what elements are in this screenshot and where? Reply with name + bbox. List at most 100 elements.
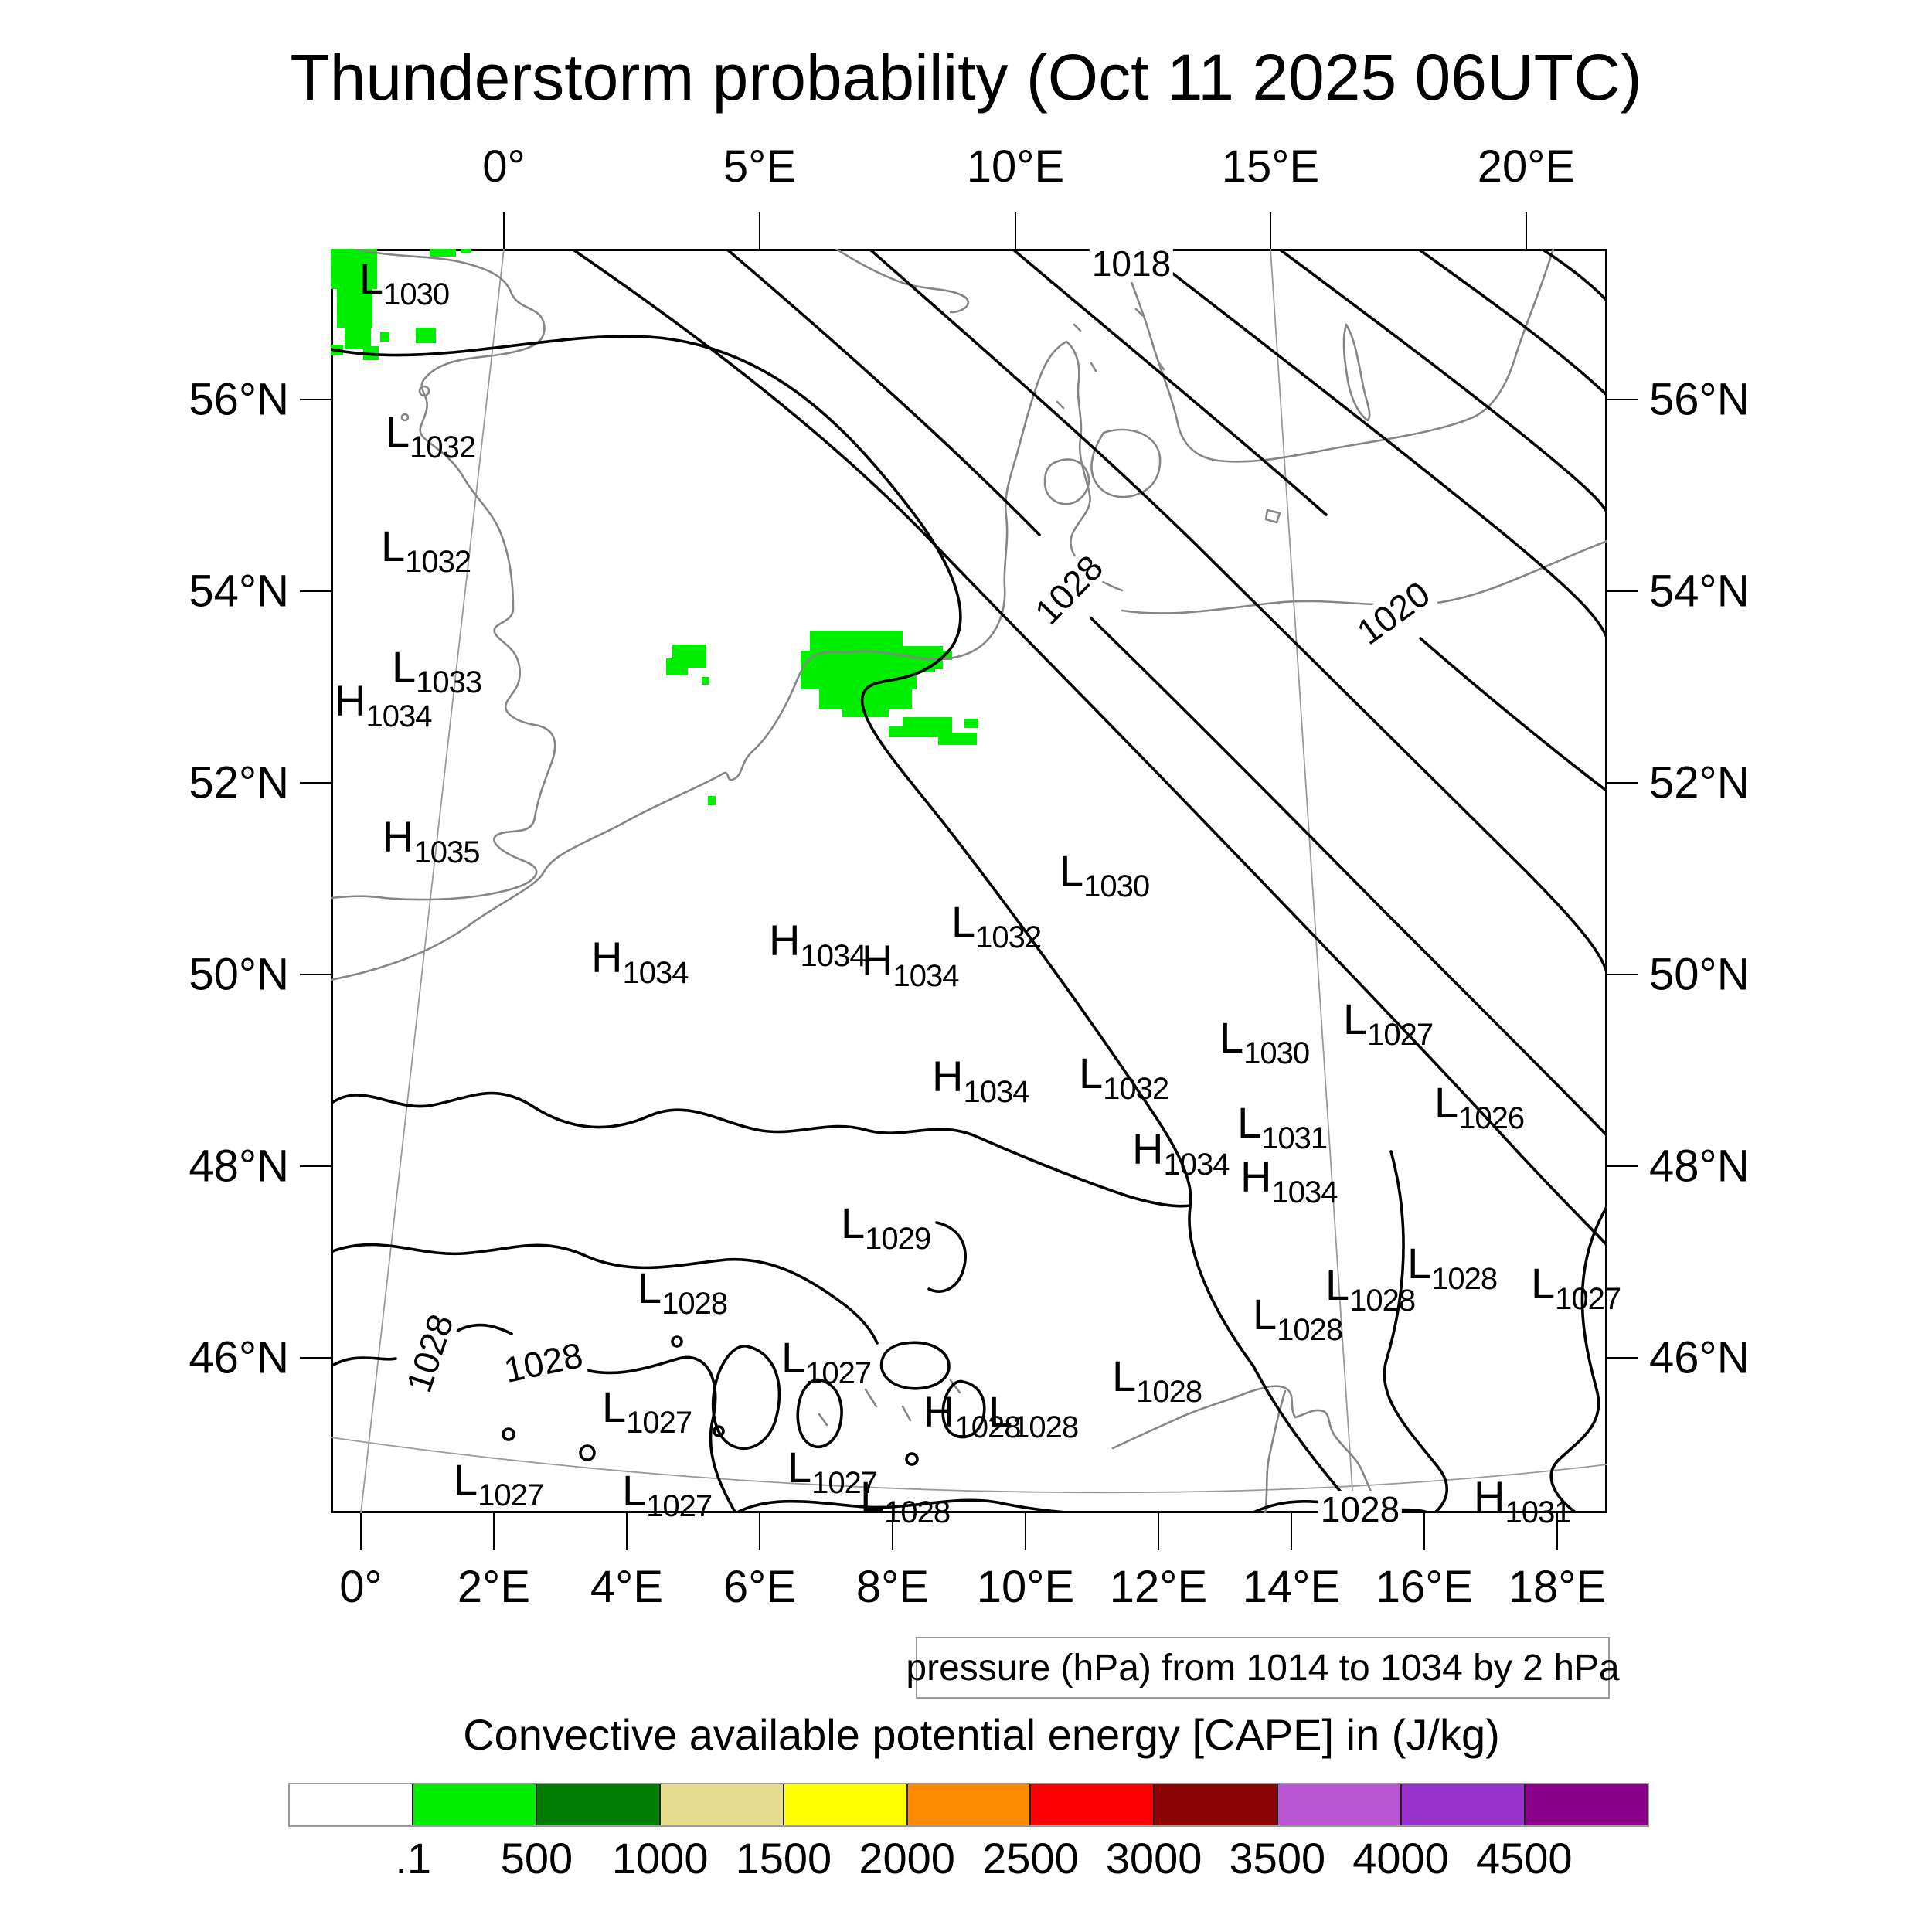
axis-tick-left bbox=[300, 782, 331, 784]
isobar-1028-b bbox=[1090, 617, 1607, 1138]
cape-legend-title: Convective available potential energy [C… bbox=[463, 1710, 1500, 1759]
axis-label-left: 46°N bbox=[189, 1332, 289, 1383]
coast-adriatic bbox=[1111, 1385, 1382, 1513]
cape-colorbar bbox=[288, 1783, 1649, 1827]
isobar-small-loop bbox=[502, 1427, 515, 1441]
isobar-1018 bbox=[1165, 267, 1607, 641]
axis-label-top: 20°E bbox=[1477, 141, 1576, 192]
coast-skagerrak bbox=[835, 249, 970, 314]
axis-tick-bottom bbox=[493, 1513, 495, 1550]
cape-patch bbox=[842, 705, 889, 717]
colorbar-segment-2 bbox=[536, 1784, 661, 1825]
colorbar-tick-label: .1 bbox=[395, 1834, 432, 1883]
axis-label-bottom: 16°E bbox=[1375, 1562, 1474, 1612]
coast-islet bbox=[400, 413, 410, 422]
isobar-1028-south bbox=[331, 1243, 879, 1345]
cape-patch bbox=[345, 318, 371, 349]
cape-patch bbox=[889, 726, 907, 737]
colorbar-tick-label: 3000 bbox=[1105, 1834, 1202, 1883]
axis-label-bottom: 14°E bbox=[1242, 1562, 1341, 1612]
cape-patch bbox=[1056, 606, 1065, 614]
isobar-1026 bbox=[570, 249, 1607, 1247]
cape-shading-layer bbox=[331, 249, 1065, 805]
axis-tick-top bbox=[1270, 212, 1271, 249]
axis-tick-top bbox=[1526, 212, 1527, 249]
colorbar-tick-label: 4000 bbox=[1352, 1834, 1449, 1883]
axis-label-bottom: 0° bbox=[339, 1562, 383, 1612]
isobar-1027-loop bbox=[711, 1345, 781, 1451]
coast-baltic-south bbox=[1121, 539, 1607, 614]
axis-label-left: 56°N bbox=[189, 374, 289, 425]
axis-tick-right bbox=[1607, 590, 1638, 592]
axis-tick-bottom bbox=[1025, 1513, 1026, 1550]
isobar-small-loop bbox=[905, 1452, 919, 1466]
colorbar-tick-label: 2500 bbox=[982, 1834, 1079, 1883]
isobar-1027-loop bbox=[941, 1379, 986, 1439]
axis-label-bottom: 8°E bbox=[855, 1562, 930, 1612]
isobar-1027-loop bbox=[796, 1378, 843, 1449]
axis-tick-right bbox=[1607, 1357, 1638, 1359]
pressure-caption: pressure (hPa) from 1014 to 1034 by 2 hP… bbox=[906, 1647, 1620, 1689]
axis-tick-bottom bbox=[1291, 1513, 1292, 1550]
coast-istria bbox=[1264, 1389, 1287, 1513]
axis-tick-bottom bbox=[759, 1513, 760, 1550]
axis-tick-bottom bbox=[626, 1513, 628, 1550]
axis-tick-left bbox=[300, 590, 331, 592]
axis-tick-bottom bbox=[892, 1513, 893, 1550]
axis-tick-top bbox=[1015, 212, 1016, 249]
coast-france-netherlands-jutland bbox=[331, 340, 1124, 981]
domain-boundary-parallel bbox=[331, 1437, 1607, 1494]
cape-patch bbox=[416, 328, 436, 343]
coast-bornholm bbox=[1264, 509, 1281, 524]
colorbar-tick-label: 2000 bbox=[859, 1834, 955, 1883]
isobar-1030 bbox=[331, 335, 1360, 1513]
isobar-1028-sw-a bbox=[331, 1356, 397, 1368]
axis-tick-bottom bbox=[1158, 1513, 1159, 1550]
axis-label-bottom: 18°E bbox=[1508, 1562, 1607, 1612]
isobar-1029-loop bbox=[927, 1221, 967, 1293]
cape-patch bbox=[380, 332, 389, 342]
isobar-1028-sw-c bbox=[572, 1355, 737, 1513]
colorbar-segment-6 bbox=[1031, 1784, 1155, 1825]
colorbar-tick-label: 3500 bbox=[1229, 1834, 1326, 1883]
isobar-1030-south bbox=[331, 1091, 1192, 1208]
axis-label-bottom: 12°E bbox=[1109, 1562, 1208, 1612]
page-title: Thunderstorm probability (Oct 11 2025 06… bbox=[290, 41, 1642, 114]
axis-tick-bottom bbox=[1556, 1513, 1558, 1550]
pressure-caption-box: pressure (hPa) from 1014 to 1034 by 2 hP… bbox=[906, 1637, 1620, 1699]
isobar-1028-a bbox=[725, 249, 1041, 536]
isobar-1020-b bbox=[1419, 637, 1607, 793]
axis-tick-right bbox=[1607, 974, 1638, 975]
axis-tick-left bbox=[300, 974, 331, 975]
axis-tick-right bbox=[1607, 782, 1638, 784]
isobar-1028-sw-b bbox=[456, 1323, 513, 1335]
isobar-small-loop bbox=[713, 1425, 725, 1437]
axis-label-right: 52°N bbox=[1649, 757, 1750, 808]
colorbar-segment-8 bbox=[1278, 1784, 1403, 1825]
colorbar-segment-9 bbox=[1402, 1784, 1526, 1825]
graticule-layer bbox=[331, 249, 1607, 1513]
cape-patch bbox=[938, 733, 977, 745]
cape-patch bbox=[912, 660, 935, 672]
coast-islet bbox=[418, 385, 430, 397]
cape-patch bbox=[430, 249, 456, 257]
coast-funen bbox=[1043, 458, 1090, 505]
cape-patch bbox=[461, 249, 471, 253]
colorbar-tick-label: 4500 bbox=[1475, 1834, 1573, 1883]
cape-patch bbox=[702, 677, 709, 685]
meridian-0e bbox=[360, 249, 505, 1513]
isobar-bottom-a bbox=[734, 1498, 1091, 1513]
coast-sweden bbox=[1117, 249, 1555, 463]
isobar-1014 bbox=[1540, 249, 1607, 303]
coastline-layer bbox=[331, 249, 1607, 1513]
cape-patch bbox=[666, 658, 688, 675]
axis-label-bottom: 10°E bbox=[976, 1562, 1075, 1612]
colorbar-segment-3 bbox=[660, 1784, 784, 1825]
axis-label-left: 50°N bbox=[189, 949, 289, 1000]
axis-label-right: 50°N bbox=[1649, 949, 1750, 1000]
axis-tick-left bbox=[300, 1357, 331, 1359]
colorbar-tick-label: 500 bbox=[500, 1834, 573, 1883]
axis-label-right: 54°N bbox=[1649, 566, 1750, 617]
axis-label-right: 56°N bbox=[1649, 374, 1750, 425]
axis-tick-bottom bbox=[1423, 1513, 1425, 1550]
